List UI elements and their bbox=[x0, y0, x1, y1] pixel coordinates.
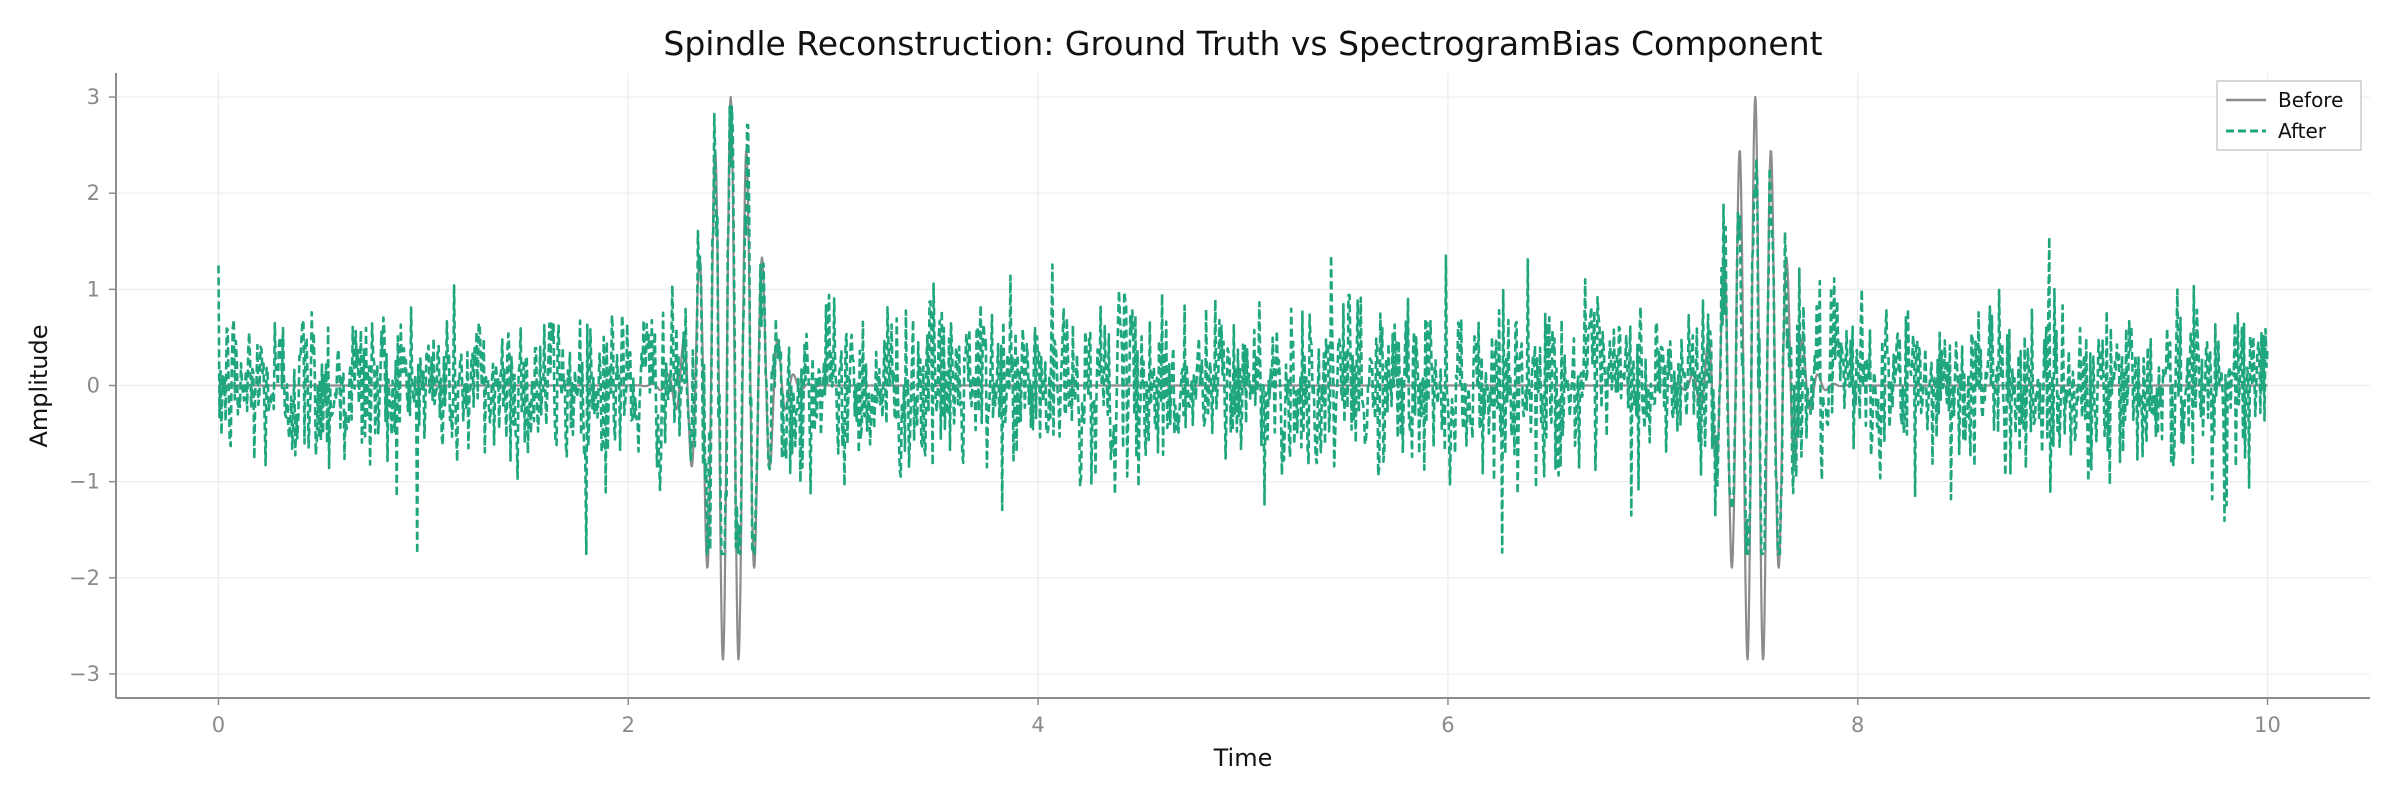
y-ticks: −3 −2 −1 0 1 2 3 bbox=[69, 85, 116, 686]
x-tick-label: 0 bbox=[212, 713, 225, 737]
x-tick-label: 10 bbox=[2254, 713, 2281, 737]
series-layer bbox=[217, 95, 2269, 661]
y-tick-label: 1 bbox=[87, 277, 100, 301]
chart-title: Spindle Reconstruction: Ground Truth vs … bbox=[663, 24, 1822, 63]
y-tick-label: 2 bbox=[87, 181, 100, 205]
x-axis-label: Time bbox=[1213, 744, 1273, 772]
legend-box bbox=[2216, 80, 2362, 151]
y-tick-label: 0 bbox=[87, 374, 100, 398]
series-line-after bbox=[217, 105, 2269, 556]
x-tick-label: 4 bbox=[1031, 713, 1044, 737]
legend-label-after: After bbox=[2278, 119, 2327, 143]
y-tick-label: −2 bbox=[69, 566, 100, 590]
x-tick-label: 8 bbox=[1851, 713, 1864, 737]
y-tick-label: −3 bbox=[69, 662, 100, 686]
legend-label-before: Before bbox=[2278, 88, 2343, 112]
x-tick-label: 6 bbox=[1441, 713, 1454, 737]
x-tick-label: 2 bbox=[622, 713, 635, 737]
y-tick-label: 3 bbox=[87, 85, 100, 109]
legend[interactable]: Before After bbox=[2216, 80, 2362, 151]
y-axis-label: Amplitude bbox=[25, 325, 53, 448]
x-ticks: 0 2 4 6 8 10 bbox=[212, 698, 2281, 737]
y-tick-label: −1 bbox=[69, 470, 100, 494]
